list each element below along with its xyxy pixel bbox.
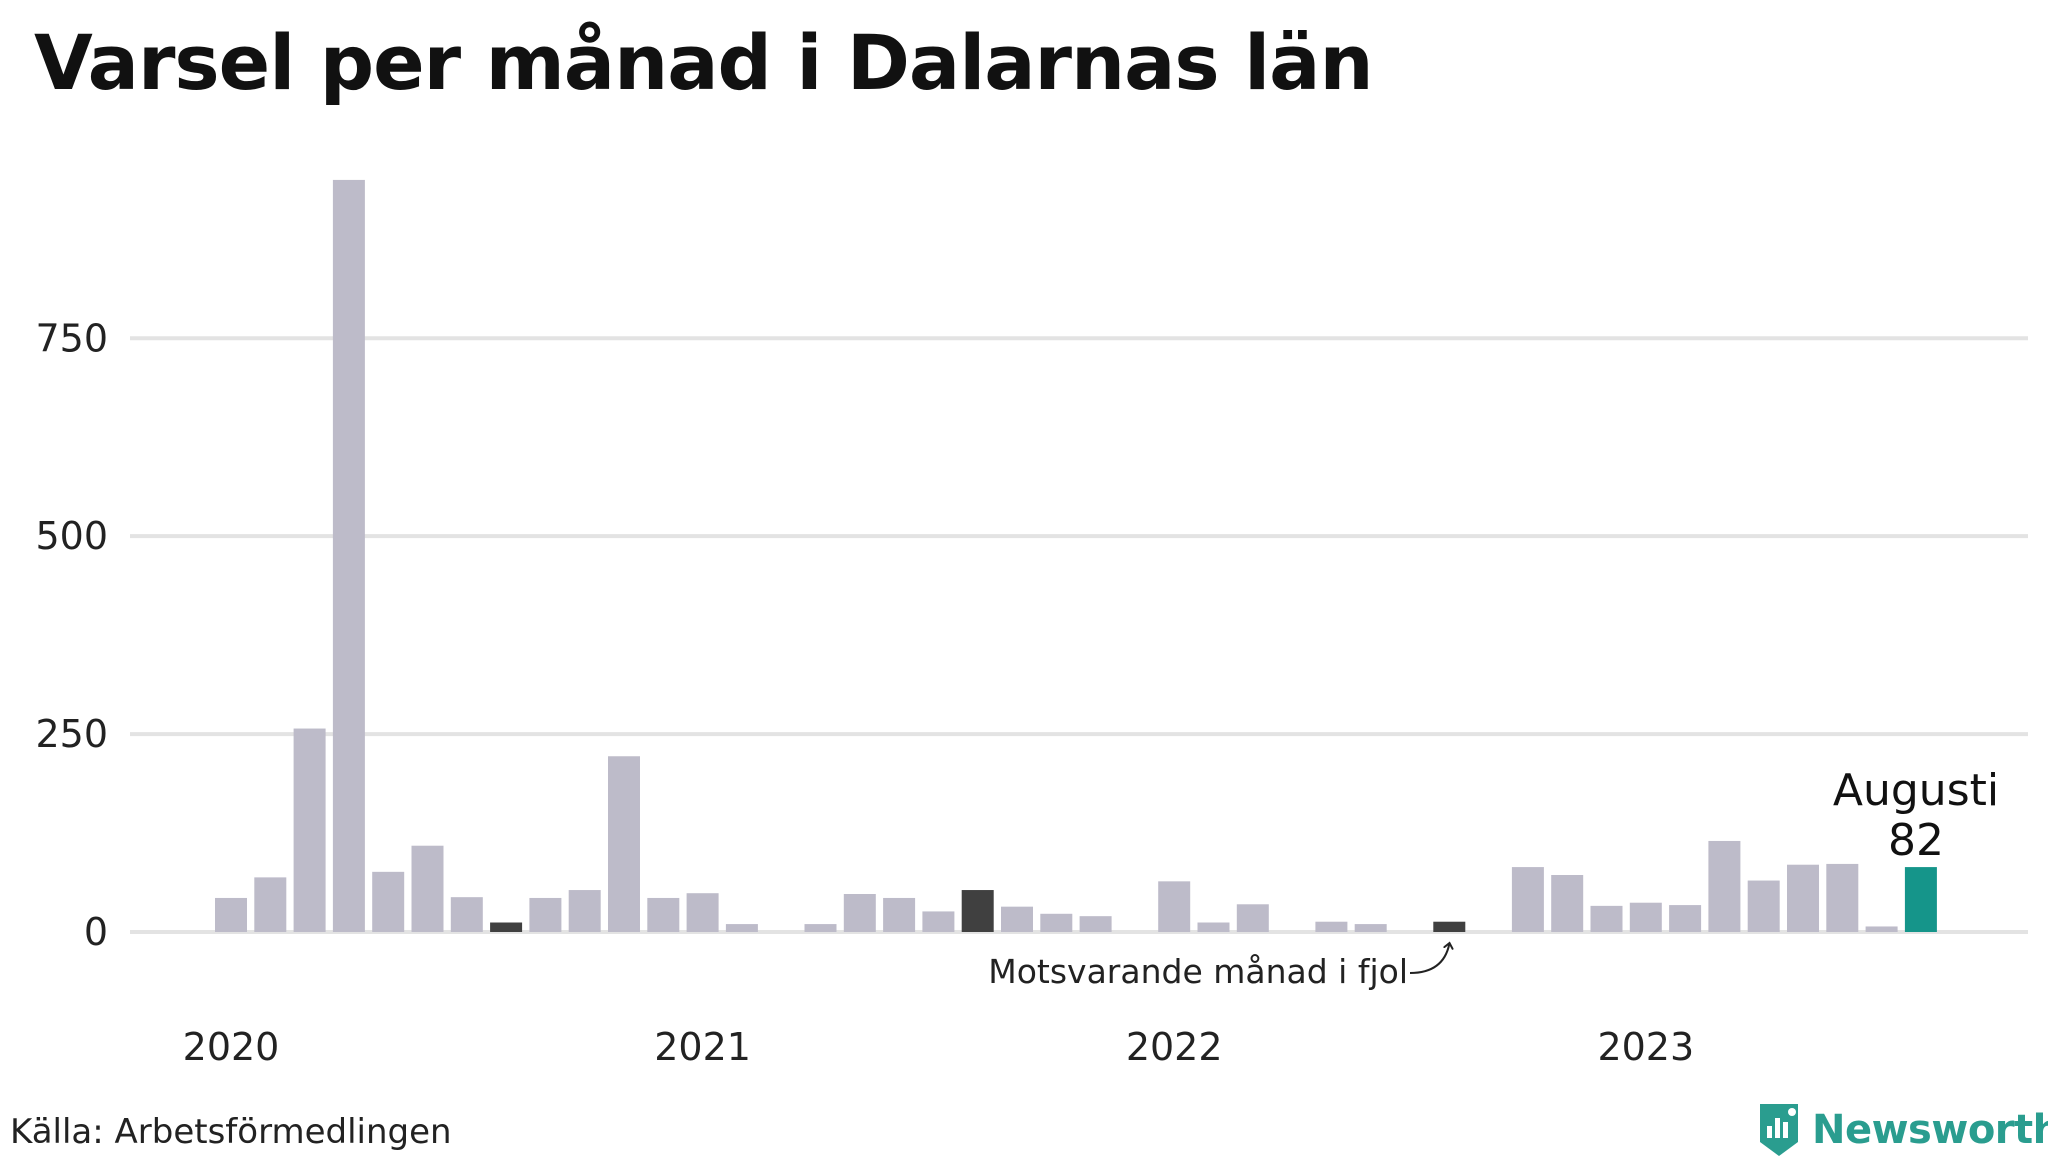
bar-2022-12 <box>1590 905 1623 932</box>
bars <box>215 179 1937 932</box>
brand-name: Newsworthy <box>1812 1107 2048 1153</box>
y-tick-label: 750 <box>35 316 108 360</box>
highlight-value-label: 82 <box>1888 815 1944 866</box>
annotation-text: Motsvarande månad i fjol <box>988 952 1408 991</box>
bar-2022-03 <box>1236 904 1269 932</box>
bar-2020-01 <box>215 897 247 932</box>
x-tick-label: 2021 <box>654 1025 751 1069</box>
bar-2022-10 <box>1511 867 1544 932</box>
annotation-arrow <box>1409 944 1449 974</box>
bar-2021-08 <box>961 890 994 932</box>
bar-2021-05 <box>843 894 876 932</box>
x-tick-label: 2020 <box>183 1025 280 1069</box>
bar-2020-10 <box>568 890 601 932</box>
bar-2020-12 <box>647 897 680 932</box>
y-tick-label: 250 <box>35 712 108 756</box>
bar-2020-11 <box>608 756 640 932</box>
y-tick-label: 500 <box>35 514 108 558</box>
bar-2021-11 <box>1079 916 1112 932</box>
bar-2021-02 <box>725 924 758 932</box>
bar-2021-06 <box>883 897 916 932</box>
bar-2023-07 <box>1865 926 1898 932</box>
source-note: Källa: Arbetsförmedlingen <box>10 1112 452 1152</box>
bar-2020-05 <box>372 871 405 932</box>
brand-logo: Newsworthy <box>1756 1100 2048 1160</box>
bar-2021-07 <box>922 911 955 932</box>
bar-2023-02 <box>1669 905 1702 932</box>
bar-2021-01 <box>686 893 719 932</box>
x-tick-label: 2022 <box>1126 1025 1223 1069</box>
bar-2023-06 <box>1826 863 1859 932</box>
bar-2020-02 <box>254 877 287 932</box>
bar-2022-08 <box>1433 921 1466 932</box>
highlight-month-label: Augusti <box>1833 765 1999 816</box>
bar-2021-09 <box>1001 906 1033 932</box>
bar-2023-04 <box>1747 880 1780 932</box>
bar-2021-04 <box>804 924 837 932</box>
bar-2023-05 <box>1787 864 1819 932</box>
bar-2023-01 <box>1629 902 1662 932</box>
bar-2022-02 <box>1197 922 1230 932</box>
bar-2020-07 <box>450 897 483 932</box>
bar-2020-08 <box>490 922 523 932</box>
gridlines <box>130 336 2028 934</box>
bar-2023-03 <box>1708 840 1741 932</box>
bar-2022-11 <box>1551 875 1584 932</box>
y-tick-label: 0 <box>84 910 108 954</box>
x-axis: 2020 2021 2022 2023 <box>183 1025 1695 1069</box>
chart-title: Varsel per månad i Dalarnas län <box>34 18 1374 107</box>
x-tick-label: 2023 <box>1597 1025 1694 1069</box>
bar-2022-06 <box>1354 924 1387 932</box>
bar-2022-05 <box>1315 921 1348 932</box>
bar-2020-03 <box>293 728 326 932</box>
bar-2021-10 <box>1040 913 1073 932</box>
newsworthy-logo-icon <box>1760 1104 1798 1156</box>
bar-2023-08 <box>1904 867 1937 932</box>
bar-2020-09 <box>529 897 562 932</box>
bar-2020-06 <box>411 845 444 932</box>
bar-2022-01 <box>1158 881 1191 932</box>
y-axis: 0 250 500 750 <box>35 316 108 954</box>
bar-2020-04 <box>332 179 365 932</box>
